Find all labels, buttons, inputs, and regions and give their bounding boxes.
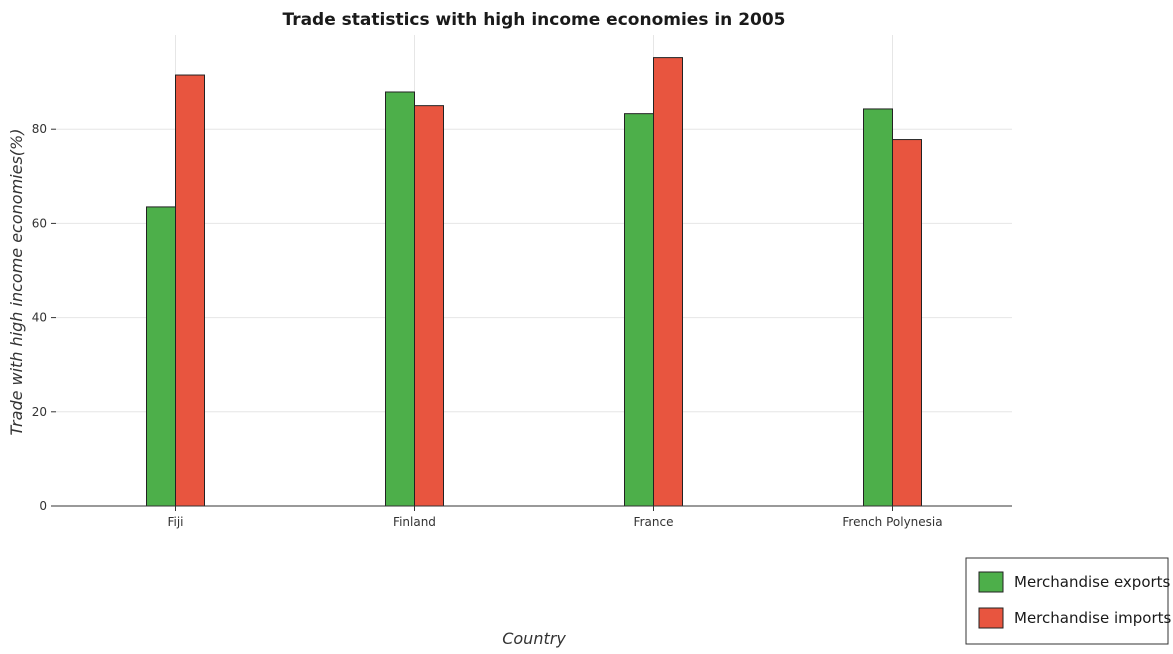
axes: 0 20 40 60 80 Fiji Finland France French Polynes…: [32, 122, 1012, 529]
bar-imports: [892, 139, 922, 507]
y-tick-label: 60: [32, 216, 47, 230]
bar-exports: [146, 206, 176, 507]
x-tick-label: Fiji: [167, 515, 183, 529]
x-tick-label: France: [634, 515, 674, 529]
y-tick-label: 80: [32, 122, 47, 136]
y-tick-label: 20: [32, 405, 47, 419]
bars: [146, 57, 922, 507]
bar-exports: [624, 113, 654, 507]
bar-imports: [653, 57, 683, 507]
chart-title: Trade statistics with high income econom…: [282, 10, 785, 30]
x-tick-label: French Polynesia: [842, 515, 942, 529]
legend-label-imports: Merchandise imports: [1014, 609, 1171, 627]
x-axis-title: Country: [502, 629, 566, 648]
legend: Merchandise exports Merchandise imports: [965, 557, 1171, 645]
bar-exports: [863, 108, 893, 507]
y-axis-title: Trade with high income economies(%): [7, 129, 26, 436]
bar-imports: [175, 74, 205, 507]
bar-exports: [385, 91, 415, 507]
bar-imports: [414, 105, 444, 507]
legend-frame: [965, 557, 1169, 645]
legend-swatch-exports: [978, 571, 1004, 593]
legend-label-exports: Merchandise exports: [1014, 573, 1171, 591]
legend-swatch-imports: [978, 607, 1004, 629]
y-tick-label: 0: [39, 499, 47, 513]
x-tick-label: Finland: [393, 515, 436, 529]
y-tick-label: 40: [32, 311, 47, 325]
